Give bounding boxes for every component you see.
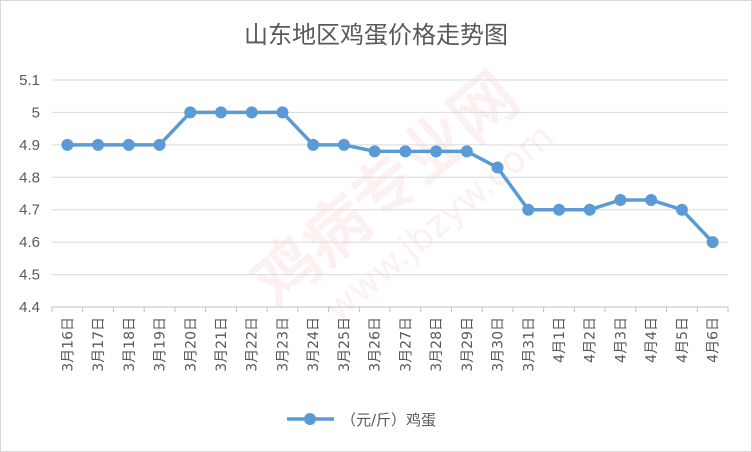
data-point xyxy=(399,145,412,158)
data-point xyxy=(153,138,166,151)
data-point xyxy=(491,161,504,174)
y-tick-label: 4.8 xyxy=(19,169,40,186)
data-point xyxy=(675,203,688,216)
y-tick-label: 5.1 xyxy=(19,72,40,89)
y-tick-label: 4.6 xyxy=(19,234,40,251)
data-point xyxy=(614,193,627,206)
x-tick-label: 3月25日 xyxy=(337,317,353,372)
data-point xyxy=(215,106,227,119)
legend: （元/斤）鸡蛋 xyxy=(287,411,436,429)
data-point xyxy=(522,203,535,216)
x-tick-label: 3月16日 xyxy=(60,317,76,372)
chart-title: 山东地区鸡蛋价格走势图 xyxy=(244,21,508,49)
x-tick-label: 4月1日 xyxy=(552,317,568,363)
x-tick-label: 3月22日 xyxy=(245,317,261,372)
x-tick-label: 3月17日 xyxy=(91,317,107,372)
x-tick-label: 4月3日 xyxy=(613,317,629,363)
x-tick-label: 3月24日 xyxy=(306,317,322,372)
x-tick-label: 3月28日 xyxy=(429,317,445,372)
data-point xyxy=(92,138,105,151)
y-tick-label: 4.9 xyxy=(19,137,40,154)
x-tick-label: 4月2日 xyxy=(583,317,599,363)
x-tick-label: 3月27日 xyxy=(398,317,414,372)
y-tick-label: 5 xyxy=(32,104,40,121)
x-tick-label: 4月4日 xyxy=(644,317,660,363)
y-tick-label: 4.4 xyxy=(19,299,40,316)
x-tick-label: 3月18日 xyxy=(122,317,138,372)
x-tick-label: 4月5日 xyxy=(675,317,691,363)
data-point xyxy=(337,138,350,151)
data-point xyxy=(61,138,74,151)
x-tick-label: 3月31日 xyxy=(521,317,537,372)
data-point xyxy=(583,203,596,216)
data-point xyxy=(645,193,658,206)
series-layer xyxy=(61,106,719,249)
y-axis-ticks: 5.1 5 4.9 4.8 4.7 4.6 4.5 4.4 xyxy=(19,72,40,316)
data-point xyxy=(460,145,473,158)
data-point xyxy=(368,145,381,158)
data-point xyxy=(307,138,320,151)
x-tick-label: 3月23日 xyxy=(275,317,291,372)
series-line xyxy=(67,110,714,244)
x-tick-label: 3月19日 xyxy=(153,317,169,372)
x-tick-label: 3月30日 xyxy=(491,317,507,372)
data-point xyxy=(122,138,135,151)
legend-marker-swatch xyxy=(304,413,316,425)
y-tick-label: 4.7 xyxy=(19,202,40,219)
data-point xyxy=(706,236,719,249)
data-point xyxy=(184,106,197,119)
data-point xyxy=(245,106,258,119)
x-tick-label: 3月20日 xyxy=(183,317,199,372)
x-tick-label: 3月29日 xyxy=(460,317,476,372)
x-tick-label: 4月6日 xyxy=(706,317,722,363)
data-point xyxy=(276,106,289,119)
data-point xyxy=(553,203,565,216)
legend-label: （元/斤）鸡蛋 xyxy=(341,411,436,429)
x-axis-ticks: 3月16日 3月17日 3月18日 3月19日 3月20日 3月21日 3月22日 3月23日… xyxy=(60,317,721,372)
y-tick-label: 4.5 xyxy=(19,267,40,284)
data-point xyxy=(430,145,443,158)
x-tick-label: 3月21日 xyxy=(214,317,230,372)
x-tick-label: 3月26日 xyxy=(368,317,384,372)
